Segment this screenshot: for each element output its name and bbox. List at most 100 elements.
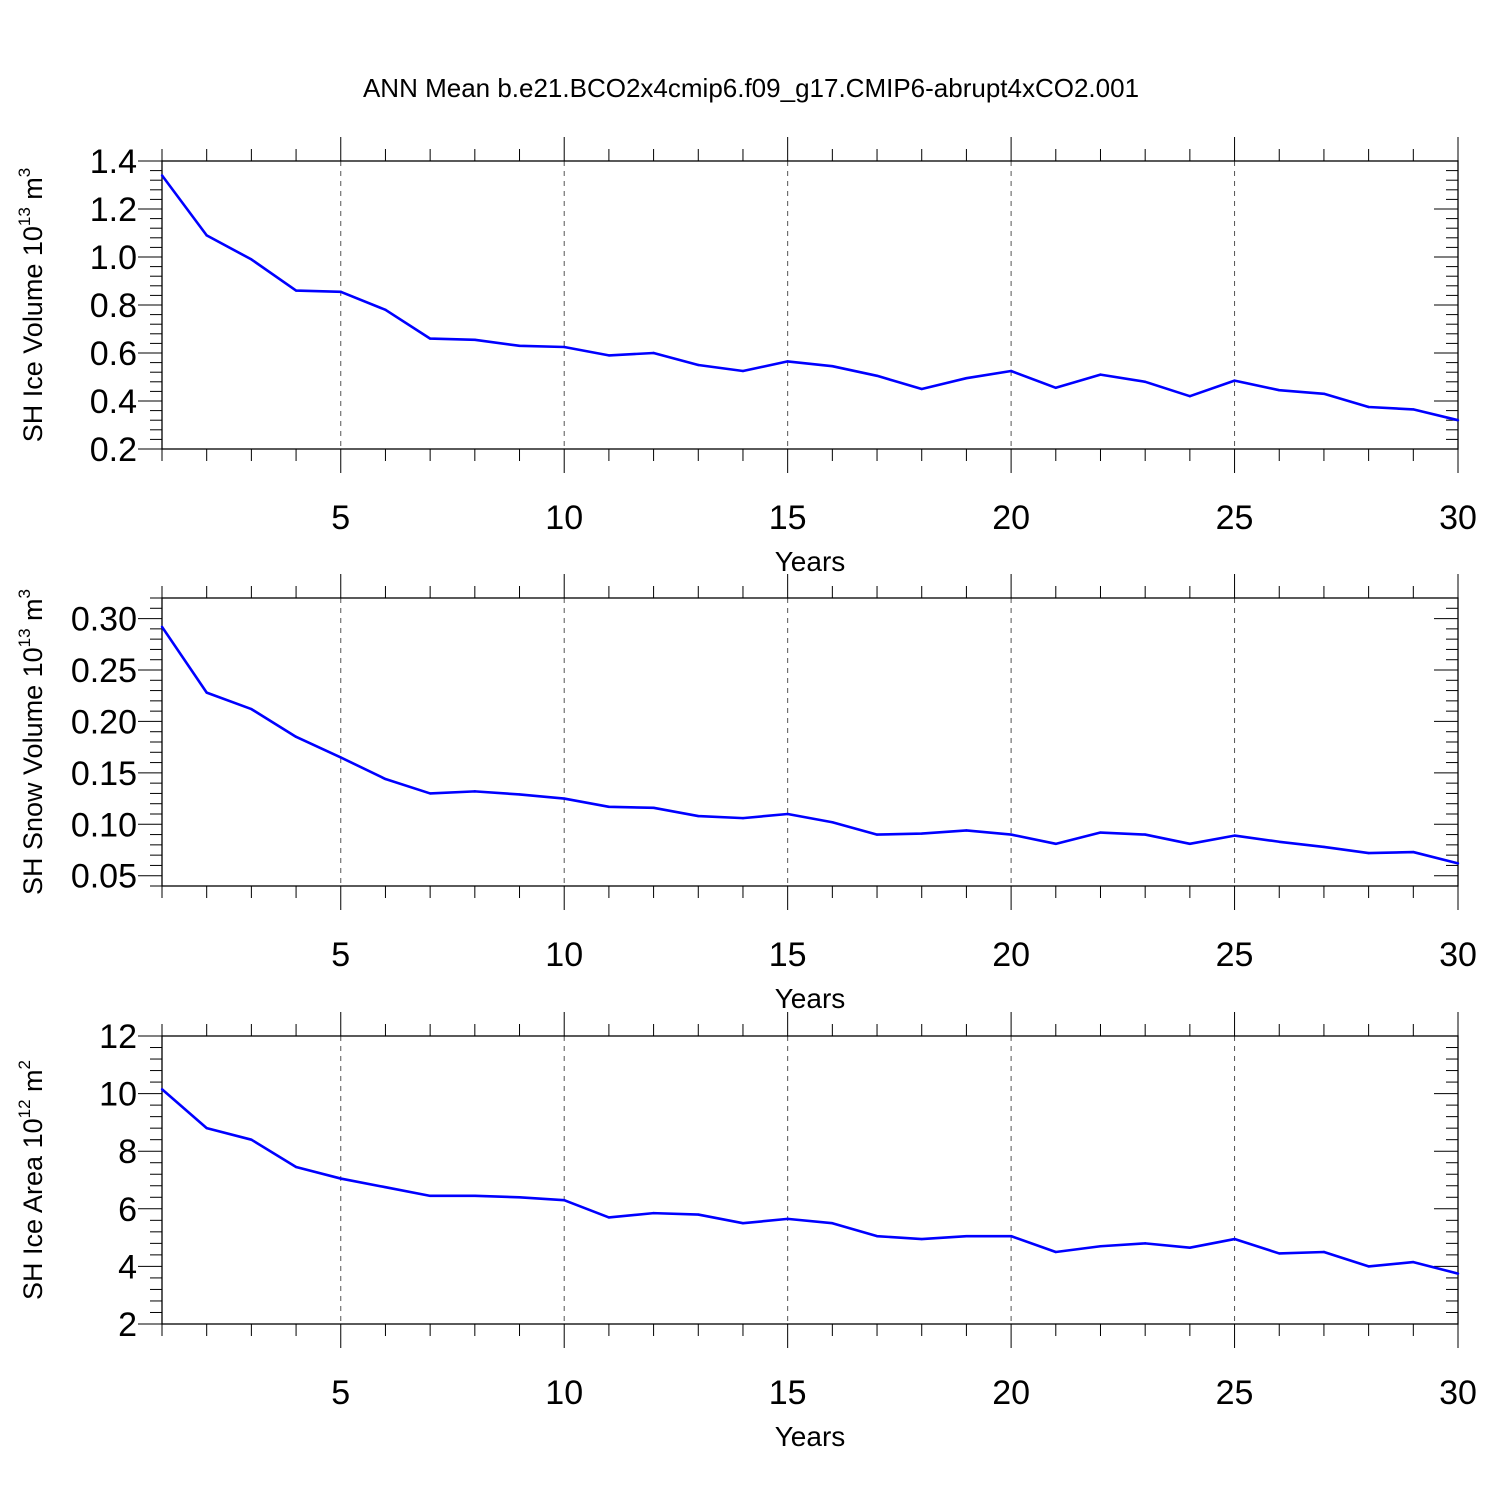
data-point: [563, 345, 566, 349]
data-point: [831, 365, 834, 368]
data-point: [1278, 840, 1281, 843]
data-point: [160, 1088, 164, 1091]
data-point: [428, 337, 432, 340]
y-tick-label: 0.2: [90, 431, 137, 469]
data-point: [1099, 831, 1102, 834]
data-point: [1412, 850, 1415, 854]
y-tick-label: 6: [118, 1191, 137, 1229]
y-tick-label: 0.4: [90, 383, 137, 421]
data-point: [1322, 392, 1326, 395]
y-tick-label: 4: [118, 1248, 137, 1286]
data-point: [428, 1194, 432, 1198]
data-point: [1322, 1250, 1326, 1254]
y-axis-label-part: SH Ice Volume 10: [18, 226, 48, 442]
y-axis-label-part: SH Ice Area 10: [18, 1118, 48, 1300]
data-point: [1367, 405, 1370, 409]
data-point: [384, 1186, 387, 1189]
data-point: [518, 793, 521, 796]
x-tick-label: 5: [331, 499, 350, 537]
y-tick-label: 2: [118, 1306, 137, 1344]
y-tick-label: 0.05: [71, 858, 137, 896]
data-point: [1322, 845, 1326, 849]
y-axis-label-part: 13: [15, 207, 34, 226]
data-point: [607, 354, 611, 357]
x-tick-label: 10: [545, 1374, 583, 1412]
y-tick-label: 0.20: [71, 703, 137, 741]
data-point: [339, 1177, 342, 1180]
data-point: [1456, 1272, 1460, 1275]
y-axis-label-part: 3: [15, 168, 34, 177]
data-point: [697, 814, 700, 818]
y-tick-label: 8: [118, 1133, 137, 1171]
y-tick-label: 1.4: [90, 143, 137, 181]
x-tick-label: 10: [545, 936, 583, 974]
x-tick-label: 10: [545, 499, 583, 537]
y-axis-label-part: 13: [15, 628, 34, 647]
data-point: [741, 369, 745, 373]
data-point: [1099, 1245, 1102, 1248]
data-point: [1143, 833, 1147, 836]
data-point: [1278, 1252, 1281, 1255]
data-point: [1367, 1265, 1370, 1268]
series-line: [160, 174, 1459, 422]
chart-panels: 0.20.40.60.81.01.21.45 10 15 20 25 30YearsSH …: [15, 137, 1477, 1452]
y-axis-label-part: SH Snow Volume 10: [18, 647, 48, 895]
data-point: [473, 1194, 477, 1198]
data-point: [205, 1126, 208, 1130]
data-point: [473, 790, 477, 793]
data-point: [1233, 379, 1236, 382]
data-point: [428, 792, 432, 795]
data-point: [160, 625, 164, 628]
data-point: [920, 387, 923, 391]
data-point: [1009, 833, 1013, 836]
x-tick-label: 5: [331, 936, 350, 974]
data-point: [473, 338, 477, 341]
data-point: [1278, 389, 1281, 392]
data-point: [1143, 380, 1147, 383]
data-point: [294, 289, 298, 292]
x-axis-label: Years: [775, 983, 846, 1014]
x-tick-label: 5: [331, 1374, 350, 1412]
series-line: [161, 1088, 1459, 1275]
data-point: [965, 377, 968, 380]
y-tick-label: 0.8: [90, 287, 137, 325]
series-line: [160, 626, 1459, 865]
x-tick-label: 25: [1216, 936, 1254, 974]
panel-1: 0.2 0.4 0.6 0.8 1.0 1.2 1.4 5 10 15 20 25 30 Years SH …: [15, 137, 1477, 577]
y-tick-label: 0.10: [71, 806, 137, 844]
data-point: [831, 821, 834, 824]
data-point: [652, 806, 655, 810]
y-axis-label-part: m: [18, 1069, 48, 1099]
data-point: [1412, 1260, 1415, 1264]
data-point: [563, 1198, 566, 1202]
data-point: [875, 1234, 879, 1238]
data-point: [250, 707, 253, 711]
x-tick-label: 15: [769, 499, 807, 537]
y-axis-label-part: 12: [15, 1099, 34, 1118]
data-point: [1099, 373, 1102, 376]
x-tick-label: 25: [1216, 499, 1254, 537]
y-tick-label: 10: [99, 1076, 137, 1114]
data-point: [205, 691, 208, 694]
data-point: [1143, 1242, 1147, 1245]
data-point: [384, 308, 387, 311]
data-point: [741, 816, 745, 820]
data-point: [205, 234, 208, 237]
data-point: [831, 1222, 834, 1225]
data-point: [741, 1222, 745, 1225]
y-tick-label: 0.6: [90, 335, 137, 373]
data-point: [1367, 851, 1370, 855]
data-point: [1009, 1234, 1013, 1238]
data-point: [1188, 842, 1192, 846]
x-tick-label: 30: [1439, 1374, 1477, 1412]
data-point: [1233, 1237, 1236, 1241]
data-point: [250, 258, 253, 261]
data-point: [786, 812, 789, 816]
data-point: [1009, 369, 1013, 373]
data-point: [339, 290, 342, 293]
data-point: [1456, 862, 1460, 865]
y-tick-label: 0.25: [71, 652, 137, 690]
x-tick-label: 30: [1439, 936, 1477, 974]
